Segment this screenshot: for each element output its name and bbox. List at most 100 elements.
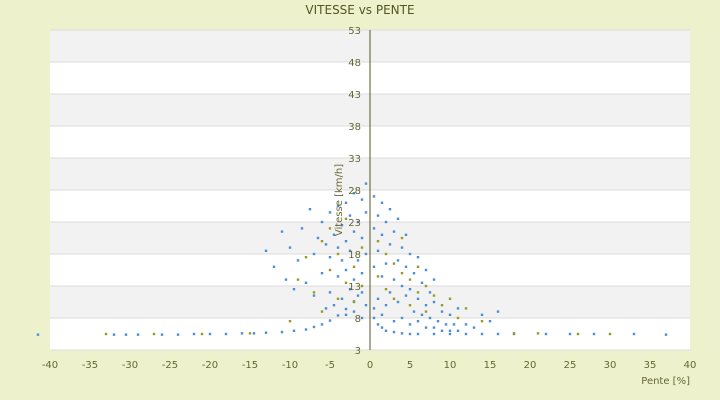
data-point (416, 256, 420, 259)
data-point (332, 304, 336, 307)
data-point (392, 320, 396, 323)
data-point (384, 262, 388, 265)
data-point (664, 333, 668, 336)
x-axis-ticks: -40 -35 -30 -25 -20 -15 -10 -5 0 5 10 15 20 25 30 35 40 (42, 360, 697, 371)
data-point (384, 304, 388, 307)
data-point (384, 252, 388, 256)
data-point (352, 278, 356, 281)
data-point (312, 291, 316, 294)
data-point (388, 208, 392, 211)
data-point (304, 328, 308, 331)
data-point (344, 313, 348, 316)
data-point (336, 252, 340, 256)
data-point (364, 252, 368, 256)
data-point (320, 323, 324, 326)
data-point (364, 182, 368, 185)
data-point (248, 332, 252, 335)
data-point (364, 211, 368, 214)
data-point (464, 307, 468, 310)
data-point (328, 291, 332, 294)
x-tick-label: 15 (484, 360, 497, 371)
data-point (272, 265, 276, 268)
data-point (324, 307, 328, 310)
data-point (160, 333, 164, 336)
data-point (496, 310, 500, 313)
y-tick-label: 43 (348, 90, 361, 101)
data-point (124, 333, 128, 336)
data-point (376, 249, 380, 252)
data-point (332, 233, 336, 236)
data-point (432, 278, 436, 281)
data-point (288, 246, 292, 249)
data-point (388, 243, 392, 246)
data-point (456, 316, 460, 320)
data-point (400, 332, 404, 335)
data-point (480, 332, 484, 336)
data-point (356, 294, 360, 297)
data-point (320, 310, 324, 313)
data-point (240, 332, 244, 335)
data-point (536, 332, 540, 335)
data-point (428, 291, 432, 294)
data-point (304, 256, 308, 259)
data-point (320, 240, 324, 243)
data-point (200, 332, 204, 336)
data-point (352, 230, 356, 233)
data-point (264, 331, 268, 334)
data-point (360, 291, 364, 294)
data-point (304, 281, 308, 284)
data-point (544, 332, 548, 336)
data-point (408, 252, 412, 256)
data-point (320, 220, 324, 224)
data-point (376, 214, 380, 217)
data-point (136, 333, 140, 336)
data-point (464, 323, 468, 326)
y-tick-label: 8 (355, 314, 361, 325)
data-point (344, 307, 348, 311)
data-point (576, 332, 580, 336)
data-point (376, 275, 380, 278)
data-point (380, 233, 384, 236)
y-tick-label: 18 (348, 250, 361, 261)
data-point (432, 300, 436, 304)
x-tick-label: 40 (684, 360, 697, 371)
x-tick-label: -10 (282, 360, 298, 371)
data-point (380, 326, 384, 329)
data-point (300, 227, 304, 230)
data-point (384, 220, 388, 224)
data-point (372, 307, 376, 310)
data-point (264, 249, 268, 252)
y-tick-label: 3 (355, 346, 361, 357)
data-point (424, 326, 428, 329)
data-point (360, 198, 364, 201)
data-point (412, 310, 416, 313)
data-point (408, 304, 412, 307)
data-point (416, 320, 420, 323)
data-point (456, 329, 460, 332)
data-point (608, 332, 612, 336)
data-point (312, 325, 316, 329)
data-point (380, 201, 384, 204)
data-point (344, 268, 348, 272)
data-point (288, 320, 292, 323)
y-tick-label: 53 (348, 26, 361, 37)
data-point (296, 259, 300, 262)
y-tick-label: 38 (348, 122, 361, 133)
x-tick-label: 5 (407, 360, 413, 371)
data-point (340, 259, 344, 262)
data-point (488, 320, 492, 323)
data-point (440, 310, 444, 313)
y-tick-label: 48 (348, 58, 361, 69)
chart-title: VITESSE vs PENTE (305, 3, 414, 17)
data-point (336, 297, 340, 300)
data-point (388, 291, 392, 294)
data-point (408, 323, 412, 326)
x-tick-label: 10 (444, 360, 457, 371)
data-point (356, 259, 360, 262)
data-point (336, 275, 340, 278)
data-point (412, 272, 416, 275)
data-point (224, 332, 228, 336)
data-point (344, 201, 348, 204)
x-tick-label: 0 (367, 360, 373, 371)
y-tick-label: 13 (348, 282, 361, 293)
